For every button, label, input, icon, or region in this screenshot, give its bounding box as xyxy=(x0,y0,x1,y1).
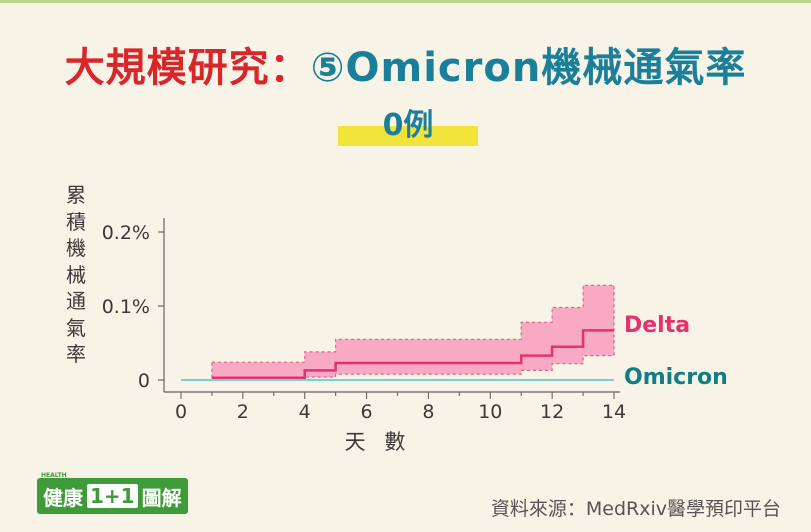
title-part-study: 大規模研究： xyxy=(64,45,311,91)
y-tick-label: 0 xyxy=(138,370,150,392)
x-tick-label: 2 xyxy=(237,401,249,423)
logo-text-1: 健康 xyxy=(43,485,83,510)
x-tick-label: 14 xyxy=(602,401,626,423)
subtitle-highlight xyxy=(338,126,478,146)
x-tick-label: 0 xyxy=(175,401,187,423)
y-tick-label: 0.1% xyxy=(102,296,150,318)
delta-series-label: Delta xyxy=(624,313,690,338)
x-tick-label: 12 xyxy=(540,401,564,423)
logo-text-2: 1+1 xyxy=(87,484,138,508)
source-credit: 資料來源：MedRxiv醫學預印平台 xyxy=(490,498,781,520)
y-axis-label-char: 氣 xyxy=(66,315,86,340)
y-axis-label-char: 通 xyxy=(66,289,86,313)
title-part-omicron: ⑤Omicron機械通氣率 xyxy=(310,45,747,91)
omicron-series-label: Omicron xyxy=(624,365,728,390)
y-axis-label-char: 機 xyxy=(66,236,86,260)
page-title: 大規模研究：⑤Omicron機械通氣率 xyxy=(0,35,811,93)
brand-logo: HEALTH 健康 1+1 圖解 xyxy=(37,472,188,514)
y-axis-label-char: 率 xyxy=(66,342,86,366)
x-axis-label: 天 數 xyxy=(345,430,412,454)
x-tick-label: 8 xyxy=(422,401,434,423)
y-tick-label: 0.2% xyxy=(102,222,150,244)
delta-confidence-band xyxy=(211,284,615,381)
y-axis-label-char: 積 xyxy=(66,209,86,234)
x-tick-label: 10 xyxy=(478,401,502,423)
y-axis-label: 累積機械通氣率 xyxy=(58,182,94,368)
y-axis-label-char: 累 xyxy=(66,183,86,207)
x-tick-label: 4 xyxy=(299,401,311,423)
logo-text-3: 圖解 xyxy=(141,485,182,510)
y-axis-label-char: 械 xyxy=(66,262,86,287)
delta-series-line xyxy=(211,329,614,380)
top-accent-line xyxy=(0,0,811,3)
subtitle-zero-cases: 0例 xyxy=(382,108,434,143)
x-tick-label: 6 xyxy=(361,401,373,423)
logo-health-text: HEALTH xyxy=(41,472,67,479)
